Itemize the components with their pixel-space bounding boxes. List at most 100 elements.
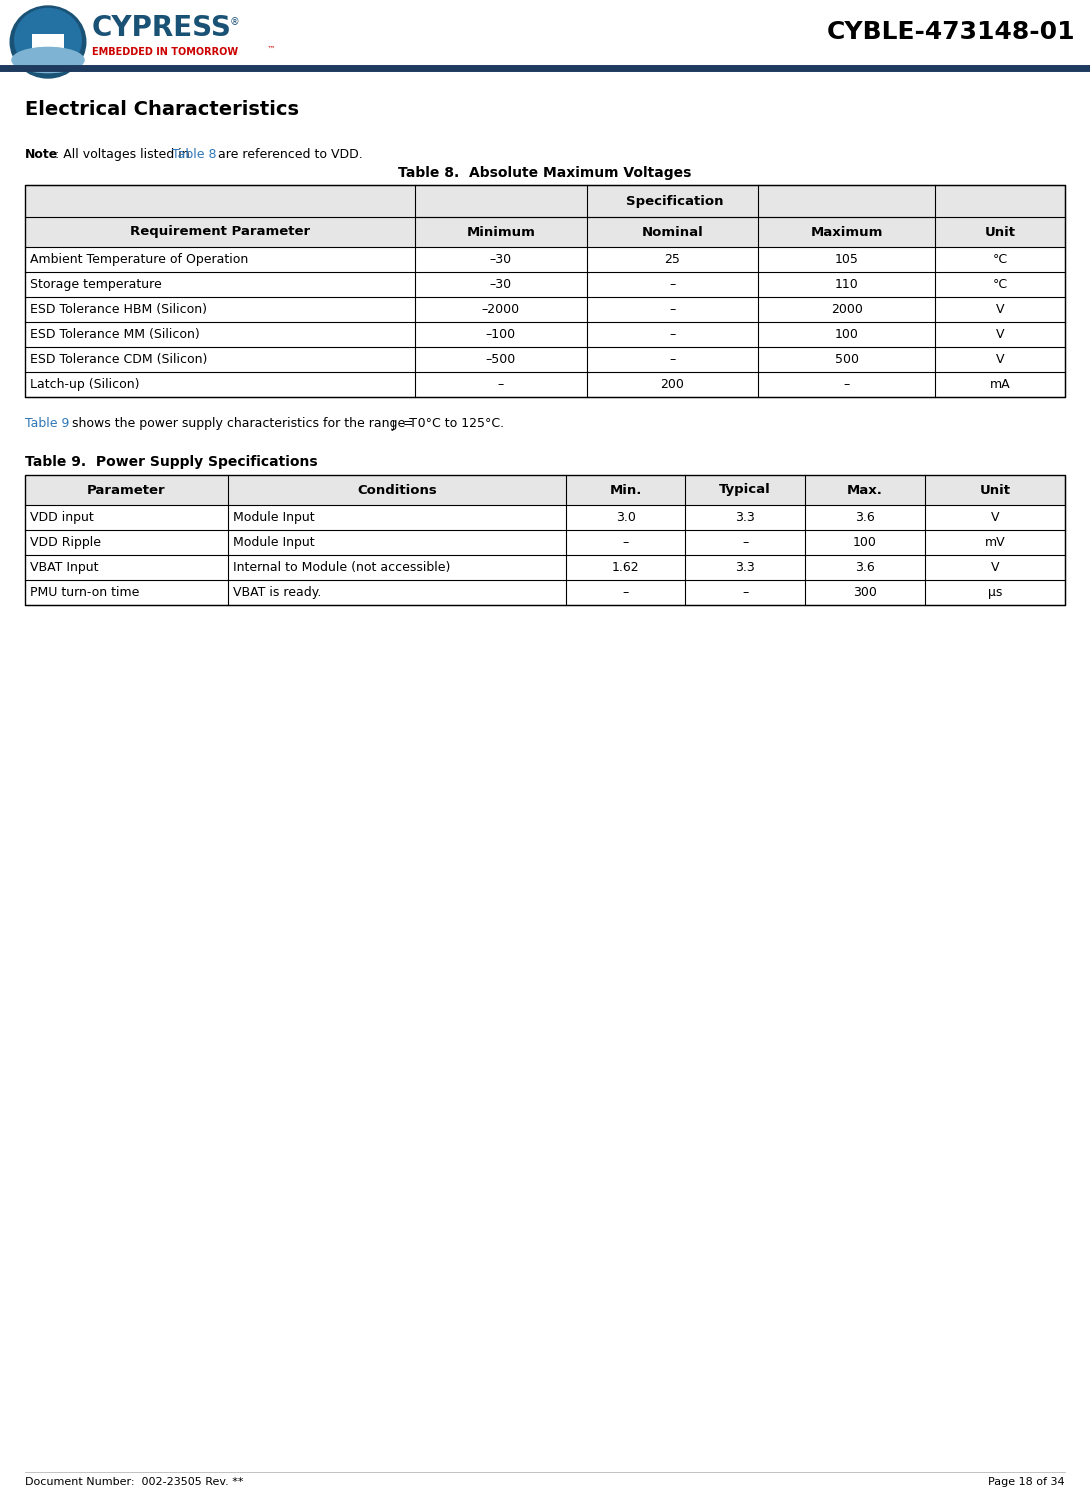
Bar (25, 372, 1065, 397)
Text: Unit: Unit (984, 226, 1016, 239)
Text: Conditions: Conditions (356, 484, 437, 496)
Text: 3.6: 3.6 (855, 562, 874, 574)
Text: –: – (669, 278, 676, 291)
Bar (25, 323, 1065, 347)
Ellipse shape (10, 6, 86, 78)
Text: V: V (996, 303, 1004, 317)
Text: °C: °C (992, 252, 1007, 266)
Text: ™: ™ (267, 45, 276, 54)
Text: 3.3: 3.3 (736, 562, 755, 574)
Text: 2000: 2000 (831, 303, 862, 317)
Text: ESD Tolerance CDM (Silicon): ESD Tolerance CDM (Silicon) (31, 353, 207, 366)
Text: Document Number:  002-23505 Rev. **: Document Number: 002-23505 Rev. ** (25, 1478, 243, 1487)
Bar (25, 185, 1065, 217)
Bar (25, 347, 1065, 372)
Text: Parameter: Parameter (87, 484, 166, 496)
Text: 300: 300 (852, 586, 876, 599)
Text: are referenced to VDD.: are referenced to VDD. (214, 148, 363, 161)
Text: Page 18 of 34: Page 18 of 34 (989, 1478, 1065, 1487)
Bar (25, 505, 1065, 530)
Text: 3.3: 3.3 (736, 511, 755, 524)
Text: –30: –30 (489, 252, 512, 266)
Text: Module Input: Module Input (233, 536, 314, 548)
Text: 3.0: 3.0 (616, 511, 635, 524)
Text: Electrical Characteristics: Electrical Characteristics (25, 100, 299, 120)
Text: –: – (844, 378, 850, 391)
Text: Table 8: Table 8 (172, 148, 217, 161)
Text: Minimum: Minimum (467, 226, 535, 239)
Text: 3.6: 3.6 (855, 511, 874, 524)
Bar (25, 297, 1065, 323)
Text: Module Input: Module Input (233, 511, 314, 524)
Text: Ambient Temperature of Operation: Ambient Temperature of Operation (31, 252, 249, 266)
Text: 500: 500 (835, 353, 859, 366)
Text: CYBLE-473148-01: CYBLE-473148-01 (826, 19, 1075, 43)
Text: Typical: Typical (719, 484, 771, 496)
Text: V: V (991, 562, 1000, 574)
Text: 110: 110 (835, 278, 859, 291)
Text: J: J (391, 421, 393, 430)
Text: V: V (996, 353, 1004, 366)
Text: 100: 100 (852, 536, 876, 548)
Text: mA: mA (990, 378, 1010, 391)
Text: Storage temperature: Storage temperature (31, 278, 161, 291)
Bar (25, 475, 1065, 505)
Text: ESD Tolerance MM (Silicon): ESD Tolerance MM (Silicon) (31, 329, 199, 341)
Text: PMU turn-on time: PMU turn-on time (31, 586, 140, 599)
Text: –: – (742, 536, 749, 548)
Text: VDD Ripple: VDD Ripple (31, 536, 101, 548)
Text: 25: 25 (665, 252, 680, 266)
Text: Latch-up (Silicon): Latch-up (Silicon) (31, 378, 140, 391)
Text: 105: 105 (835, 252, 859, 266)
Text: mV: mV (984, 536, 1005, 548)
Text: V: V (991, 511, 1000, 524)
Ellipse shape (14, 9, 82, 72)
Bar (25, 247, 1065, 272)
Text: –: – (669, 303, 676, 317)
Text: Note: Note (25, 148, 58, 161)
Text: –2000: –2000 (482, 303, 520, 317)
Text: Internal to Module (not accessible): Internal to Module (not accessible) (233, 562, 450, 574)
Text: : All voltages listed in: : All voltages listed in (54, 148, 194, 161)
Text: 200: 200 (661, 378, 685, 391)
Text: Specification: Specification (627, 194, 724, 208)
Bar (25, 475, 1065, 605)
Text: Table 8.  Absolute Maximum Voltages: Table 8. Absolute Maximum Voltages (398, 166, 692, 179)
Bar (25, 554, 1065, 580)
Bar (25, 530, 1065, 554)
Text: Table 9.  Power Supply Specifications: Table 9. Power Supply Specifications (25, 456, 317, 469)
Bar (25, 272, 1065, 297)
Text: Min.: Min. (609, 484, 642, 496)
Text: –: – (622, 536, 629, 548)
Text: –100: –100 (486, 329, 516, 341)
Text: –500: –500 (486, 353, 516, 366)
Text: shows the power supply characteristics for the range T: shows the power supply characteristics f… (68, 417, 417, 430)
Text: –: – (622, 586, 629, 599)
Text: –: – (669, 353, 676, 366)
Text: Maximum: Maximum (810, 226, 883, 239)
Text: Requirement Parameter: Requirement Parameter (130, 226, 310, 239)
Text: –: – (669, 329, 676, 341)
Text: Table 9: Table 9 (25, 417, 70, 430)
Text: Unit: Unit (979, 484, 1010, 496)
Text: –: – (498, 378, 504, 391)
Text: CYPRESS: CYPRESS (92, 13, 232, 42)
Ellipse shape (12, 48, 84, 73)
Text: 100: 100 (835, 329, 859, 341)
Text: VDD input: VDD input (31, 511, 94, 524)
Text: ESD Tolerance HBM (Silicon): ESD Tolerance HBM (Silicon) (31, 303, 207, 317)
Text: VBAT Input: VBAT Input (31, 562, 98, 574)
Text: –30: –30 (489, 278, 512, 291)
Text: Max.: Max. (847, 484, 883, 496)
Text: Nominal: Nominal (642, 226, 703, 239)
Text: = 0°C to 125°C.: = 0°C to 125°C. (399, 417, 504, 430)
Bar (25, 217, 1065, 247)
Text: 1.62: 1.62 (611, 562, 640, 574)
Text: VBAT is ready.: VBAT is ready. (233, 586, 322, 599)
Text: °C: °C (992, 278, 1007, 291)
Text: μs: μs (988, 586, 1002, 599)
Text: ®: ® (230, 16, 240, 27)
Text: EMBEDDED IN TOMORROW: EMBEDDED IN TOMORROW (92, 46, 238, 57)
Bar (25, 185, 1065, 397)
Text: V: V (996, 329, 1004, 341)
